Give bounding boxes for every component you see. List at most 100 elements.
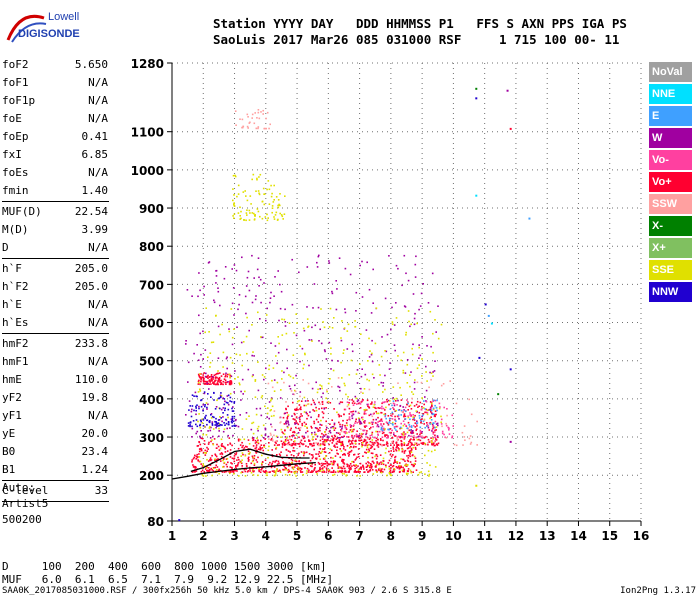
echo-point — [231, 415, 234, 418]
echo-point — [236, 459, 238, 461]
echo-point — [242, 453, 244, 456]
echo-point — [241, 126, 244, 129]
echo-point — [397, 447, 399, 449]
echo-point — [281, 431, 284, 433]
echo-point — [271, 386, 274, 389]
echo-point — [198, 441, 200, 443]
echo-point — [234, 469, 237, 472]
param-row: B0 23.4 — [2, 443, 164, 461]
echo-point — [300, 413, 302, 415]
echo-point — [292, 466, 295, 468]
echo-point — [367, 403, 370, 406]
echo-point — [390, 464, 392, 466]
echo-point — [322, 462, 325, 465]
echo-point — [397, 267, 399, 270]
echo-point — [257, 441, 259, 444]
echo-point — [270, 291, 272, 294]
echo-point — [288, 374, 290, 376]
echo-point — [433, 431, 436, 433]
echo-point — [328, 262, 331, 264]
echo-point — [246, 446, 248, 448]
echo-point — [403, 415, 405, 418]
echo-point — [299, 441, 302, 444]
echo-point — [217, 325, 220, 328]
echo-point — [196, 430, 199, 433]
echo-point — [300, 461, 303, 464]
echo-point — [431, 413, 434, 416]
echo-point — [364, 451, 366, 454]
echo-point — [435, 406, 438, 409]
echo-point — [258, 276, 260, 279]
echo-point — [194, 471, 196, 473]
echo-point — [257, 311, 259, 314]
echo-point — [278, 342, 280, 345]
echo-point — [300, 408, 302, 411]
echo-point — [385, 406, 387, 409]
echo-point — [333, 462, 335, 464]
echo-point — [280, 436, 282, 438]
echo-point — [223, 277, 226, 280]
echo-point — [362, 455, 364, 457]
echo-point — [291, 443, 294, 445]
echo-point — [412, 438, 415, 441]
echo-point — [384, 350, 386, 352]
echo-point — [328, 326, 331, 328]
echo-point — [330, 460, 332, 463]
echo-point — [224, 451, 227, 453]
echo-point — [294, 408, 296, 411]
echo-point — [264, 433, 267, 436]
echo-point — [344, 311, 347, 314]
echo-point — [414, 422, 417, 424]
echo-point — [245, 312, 247, 315]
echo-point — [320, 452, 323, 454]
echo-point — [449, 380, 451, 382]
echo-point — [414, 426, 417, 428]
echo-point — [268, 442, 270, 444]
echo-point — [443, 433, 445, 436]
echo-point — [225, 463, 228, 466]
echo-point — [326, 401, 329, 404]
echo-point — [359, 420, 362, 423]
echo-point — [210, 440, 212, 443]
echo-point — [354, 440, 356, 442]
echo-point — [393, 468, 396, 471]
echo-point — [293, 440, 296, 442]
echo-point — [398, 466, 400, 468]
echo-point — [257, 442, 260, 445]
echo-point — [311, 465, 313, 468]
echo-point — [396, 443, 398, 446]
echo-point — [197, 383, 200, 385]
echo-point — [253, 462, 256, 465]
echo-point — [255, 441, 258, 443]
echo-point — [349, 450, 352, 453]
echo-point — [279, 397, 282, 399]
echo-point — [411, 353, 414, 356]
echo-point — [270, 398, 273, 400]
echo-point — [288, 464, 290, 467]
echo-point — [202, 376, 205, 379]
echo-point — [382, 439, 384, 442]
echo-point — [360, 401, 363, 403]
echo-point — [303, 404, 306, 407]
echo-point — [306, 470, 308, 472]
echo-point — [232, 188, 234, 190]
isolated-echo-point — [528, 217, 531, 220]
echo-point — [405, 334, 407, 336]
echo-point — [406, 459, 409, 462]
echo-point — [338, 257, 341, 259]
x-tick-label: 12 — [508, 529, 525, 543]
echo-point — [343, 431, 346, 433]
echo-point — [404, 406, 407, 409]
echo-point — [407, 444, 409, 446]
echo-point — [218, 468, 220, 471]
echo-point — [249, 468, 251, 470]
echo-point — [323, 326, 326, 329]
echo-point — [248, 209, 251, 212]
echo-point — [442, 383, 445, 385]
echo-point — [354, 326, 356, 328]
echo-point — [384, 414, 387, 417]
echo-point — [225, 422, 228, 425]
echo-point — [200, 405, 203, 408]
echo-point — [357, 469, 360, 471]
